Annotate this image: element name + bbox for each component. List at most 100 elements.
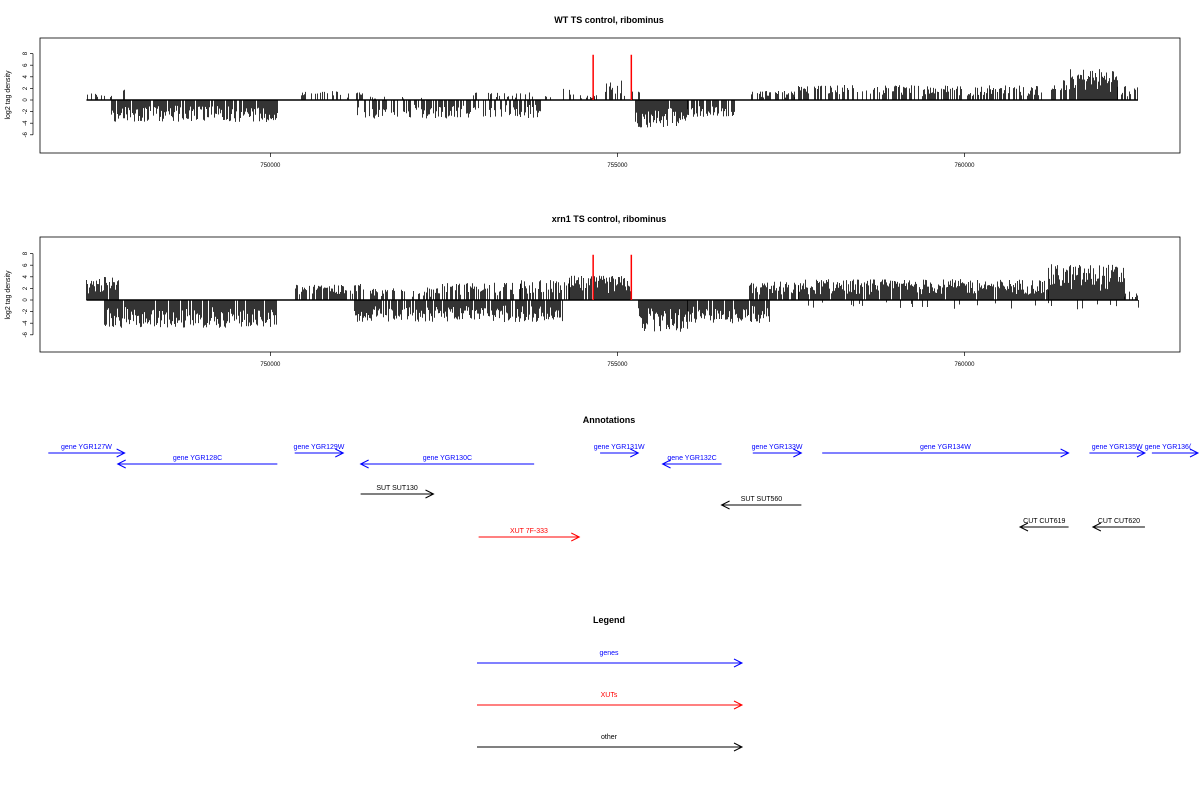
annotation-arrow-head	[1136, 448, 1147, 458]
wt-y-tick-label: 2	[23, 86, 29, 90]
wt-marker-lines	[592, 54, 633, 100]
xrn1-y-tick-label: -2	[23, 308, 29, 314]
wt-panel-title: WT TS control, ribominus	[554, 15, 664, 25]
annotation-arrow-head	[571, 532, 581, 542]
annotation-gene: gene YGR128C	[116, 455, 278, 469]
annotation-arrow-head	[116, 459, 126, 469]
wt-x-tick-label: 760000	[954, 163, 975, 169]
annotation-label: gene YGR130C	[423, 455, 472, 462]
wt-y-tick-label: 4	[23, 74, 29, 78]
annotation-arrow-head	[661, 459, 671, 469]
wt-y-tick-label: 8	[23, 51, 29, 55]
wt-y-axis: 8 6 4 2 0 -2 -4 -6	[23, 51, 34, 137]
annotation-label: SUT SUT130	[376, 485, 418, 492]
annotation-gene: gene YGR130C	[359, 455, 535, 469]
xrn1-y-axis: 8 6 4 2 0 -2 -4 -6	[23, 251, 34, 337]
annotation-arrow-head	[630, 448, 640, 458]
annotation-gene: gene YGR131W	[594, 444, 645, 458]
annotation-label: gene YGR136(	[1145, 444, 1192, 451]
xrn1-bars	[86, 264, 1139, 332]
legend-entry-other: other	[477, 734, 744, 752]
legend-panel: Legend genes XUTs other	[477, 615, 744, 752]
annotation-arrow-head	[359, 459, 369, 469]
annotation-label: XUT 7F-333	[510, 528, 548, 535]
legend-label: other	[601, 734, 618, 741]
xrn1-ylabel: log2 tag density	[5, 270, 12, 320]
xrn1-y-tick-label: 8	[23, 251, 29, 255]
annotation-arrow-head	[1060, 448, 1070, 458]
legend-label: genes	[599, 650, 619, 657]
xrn1-plot-frame	[39, 236, 1181, 353]
annotation-gene: gene YGR136(	[1145, 444, 1200, 458]
annotation-label: gene YGR131W	[594, 444, 645, 451]
wt-x-tick-label: 755000	[607, 163, 628, 169]
legend-title: Legend	[593, 615, 625, 625]
annotation-features: gene YGR127W gene YGR128C gene YGR129W gene…	[48, 444, 1200, 542]
wt-y-tick-label: 0	[23, 98, 29, 102]
xrn1-x-tick-label: 760000	[954, 362, 975, 368]
wt-y-tick-label: -6	[23, 131, 29, 137]
wt-x-tick-label: 750000	[260, 163, 281, 169]
annotation-other: SUT SUT560	[720, 496, 802, 510]
annotation-other: CUT CUT620	[1091, 518, 1145, 532]
annotation-gene: gene YGR133W	[752, 444, 803, 458]
annotation-gene: gene YGR134W	[822, 444, 1070, 458]
wt-y-tick-label: -4	[23, 120, 29, 126]
annotation-arrow-head	[335, 448, 345, 458]
legend-arrow-head	[733, 742, 744, 752]
annotations-title: Annotations	[583, 415, 636, 425]
legend-arrow-head	[733, 700, 744, 710]
annotation-label: gene YGR129W	[294, 444, 345, 451]
xrn1-y-tick-label: 2	[23, 286, 29, 290]
annotation-gene: gene YGR132C	[661, 455, 722, 469]
xrn1-x-tick-label: 750000	[260, 362, 281, 368]
wt-ylabel: log2 tag density	[5, 70, 12, 120]
wt-plot-frame	[39, 37, 1181, 154]
xrn1-x-axis: 750000 755000 760000	[260, 352, 975, 368]
annotation-gene: gene YGR135W	[1089, 444, 1147, 458]
annotation-label: gene YGR128C	[173, 455, 222, 462]
annotation-label: gene YGR134W	[920, 444, 971, 451]
annotation-label: gene YGR135W	[1092, 444, 1143, 451]
annotation-arrow-head	[425, 489, 435, 499]
wt-y-tick-label: -2	[23, 108, 29, 114]
xrn1-y-tick-label: -6	[23, 331, 29, 337]
xrn1-marker-lines	[592, 254, 633, 300]
xrn1-y-tick-label: -4	[23, 320, 29, 326]
annotation-arrow-head	[793, 448, 803, 458]
annotation-other: CUT CUT619	[1018, 518, 1069, 532]
annotation-arrow-head	[116, 448, 126, 458]
annotation-arrow-head	[720, 500, 730, 510]
annotation-gene: gene YGR129W	[294, 444, 345, 458]
legend-entry-gene: genes	[477, 650, 744, 668]
annotation-gene: gene YGR127W	[48, 444, 126, 458]
xrn1-y-tick-label: 6	[23, 263, 29, 267]
annotation-label: SUT SUT560	[741, 496, 783, 503]
xrn1-panel-title: xrn1 TS control, ribominus	[552, 214, 667, 224]
xrn1-y-tick-label: 0	[23, 298, 29, 302]
wt-y-tick-label: 6	[23, 63, 29, 67]
wt-panel: WT TS control, ribominus log2 tag densit…	[5, 15, 1181, 169]
wt-bars	[86, 69, 1138, 128]
legend-arrow-head	[733, 658, 744, 668]
xrn1-y-tick-label: 4	[23, 274, 29, 278]
annotation-arrow-head	[1189, 448, 1200, 458]
annotation-xut: XUT 7F-333	[478, 528, 581, 542]
legend-label: XUTs	[601, 692, 618, 699]
xrn1-panel: xrn1 TS control, ribominus log2 tag dens…	[5, 214, 1181, 368]
annotation-arrow-head	[1018, 522, 1029, 532]
annotation-label: gene YGR132C	[667, 455, 716, 462]
legend-entry-xut: XUTs	[477, 692, 744, 710]
xrn1-x-tick-label: 755000	[607, 362, 628, 368]
annotation-label: CUT CUT619	[1023, 518, 1065, 525]
annotation-label: gene YGR127W	[61, 444, 112, 451]
annotation-label: CUT CUT620	[1098, 518, 1140, 525]
wt-x-axis: 750000 755000 760000	[260, 153, 975, 169]
annotation-other: SUT SUT130	[360, 485, 435, 499]
legend-entries: genes XUTs other	[477, 650, 744, 752]
annotation-arrow-head	[1091, 522, 1102, 532]
annotation-label: gene YGR133W	[752, 444, 803, 451]
